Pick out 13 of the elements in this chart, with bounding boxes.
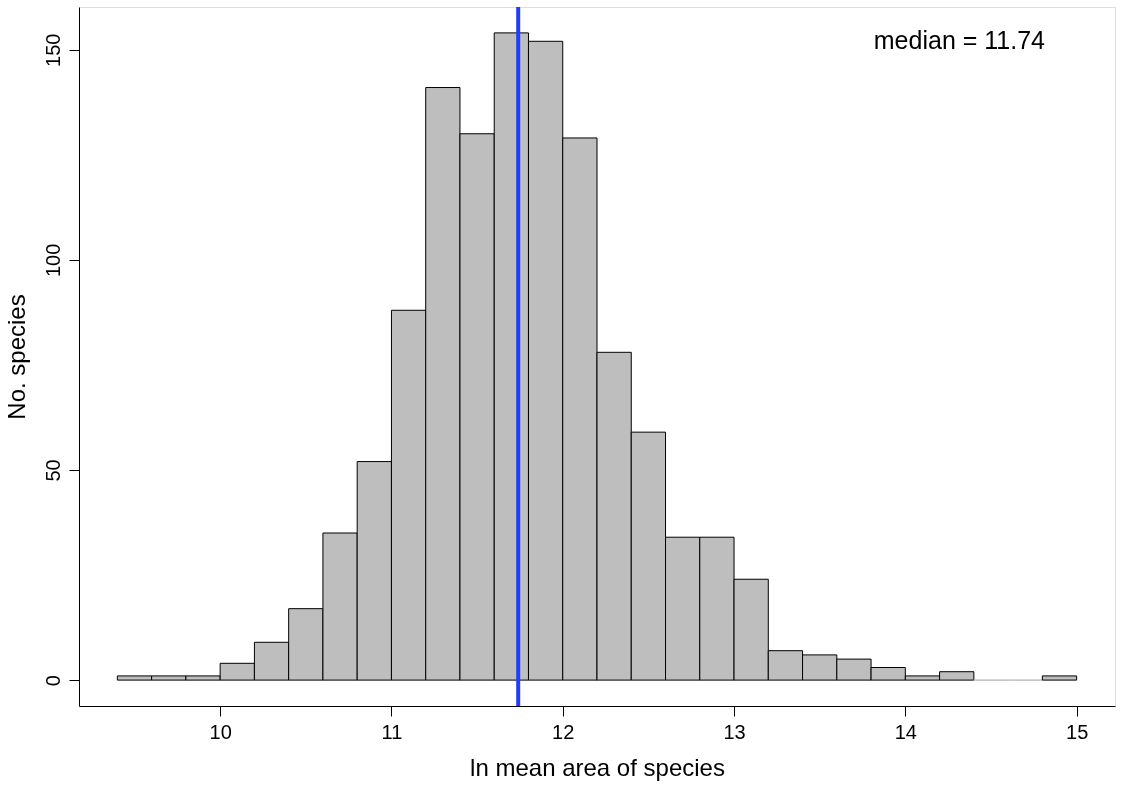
y-tick-label: 150: [41, 33, 64, 67]
x-axis-title: ln mean area of species: [470, 753, 725, 781]
x-tick-label: 10: [209, 720, 232, 743]
x-tick-label: 12: [552, 720, 575, 743]
y-tick-label: 50: [41, 459, 64, 482]
y-tick-label: 0: [41, 675, 64, 687]
annotation: median = 11.74: [873, 26, 1046, 54]
x-tick-label: 13: [723, 720, 746, 743]
x-tick-label: 14: [894, 720, 917, 743]
x-tick-label: 15: [1066, 720, 1089, 743]
y-axis-title: No. species: [2, 294, 30, 420]
x-tick-label: 11: [381, 720, 403, 743]
y-tick-label: 100: [41, 243, 64, 278]
